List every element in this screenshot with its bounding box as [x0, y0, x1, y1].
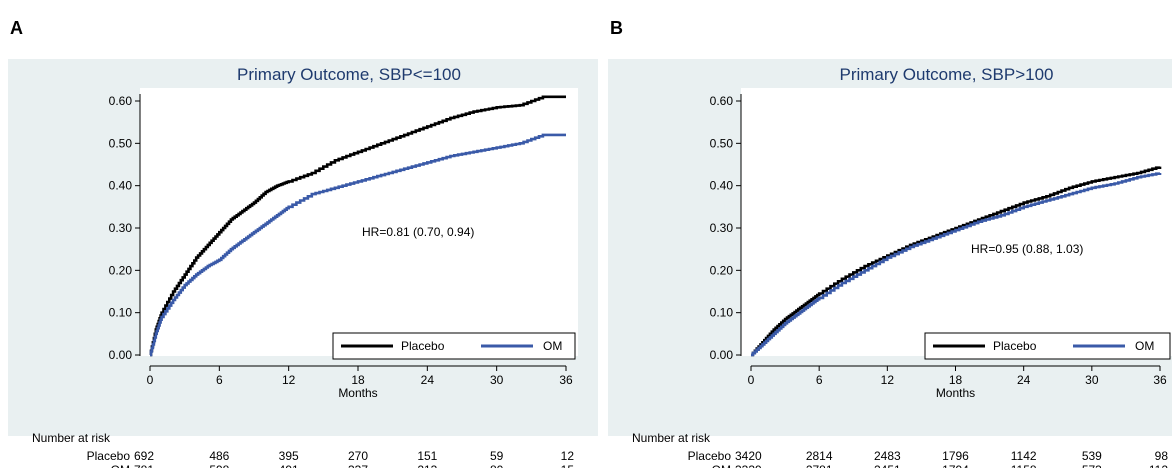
risk-value: 2781: [806, 463, 833, 468]
legend-box: [924, 332, 1171, 360]
x-tick-label: 18: [949, 373, 963, 387]
y-tick-label: 0.00: [710, 348, 734, 362]
y-tick-label: 0.30: [710, 221, 734, 235]
risk-value: 486: [209, 449, 229, 463]
series-line-om: [149, 133, 566, 357]
risk-value: 213: [417, 463, 437, 468]
legend-label-om: OM: [1135, 339, 1154, 353]
risk-value: 98: [1155, 449, 1169, 463]
x-tick-label: 24: [1017, 373, 1031, 387]
risk-value: 598: [209, 463, 229, 468]
risk-row-label-placebo: Placebo: [87, 449, 131, 463]
legend-label-placebo: Placebo: [401, 339, 445, 353]
risk-value: 1158: [1011, 463, 1037, 468]
plot-area: [741, 88, 1172, 356]
x-tick-label: 12: [282, 373, 296, 387]
risk-value: 395: [279, 449, 299, 463]
risk-value: 151: [417, 449, 437, 463]
legend: Placebo OM: [924, 332, 1171, 360]
risk-row-label-om: OM: [111, 463, 130, 468]
x-tick-label: 6: [816, 373, 823, 387]
risk-value: 12: [561, 449, 575, 463]
x-tick-label: 12: [881, 373, 895, 387]
x-tick-label: 24: [421, 373, 435, 387]
y-tick-label: 0.50: [109, 136, 133, 150]
risk-value: 1142: [1011, 449, 1037, 463]
series-line-placebo: [149, 95, 566, 357]
y-tick-label: 0.20: [710, 263, 734, 277]
risk-value: 3420: [735, 449, 762, 463]
x-tick-label: 0: [147, 373, 154, 387]
y-tick-label: 0.60: [710, 94, 734, 108]
series-line-om: [751, 172, 1162, 357]
y-tick-label: 0.50: [710, 136, 734, 150]
risk-value: 692: [134, 449, 154, 463]
y-tick-label: 0.10: [710, 306, 734, 320]
x-tick-label: 30: [1085, 373, 1099, 387]
risk-value: 573: [1082, 463, 1102, 468]
risk-value: 80: [490, 463, 504, 468]
risk-value: 781: [134, 463, 154, 468]
risk-table-header: Number at risk: [632, 431, 711, 445]
y-tick-label: 0.10: [109, 306, 133, 320]
y-tick-label: 0.00: [109, 348, 133, 362]
risk-value: 1796: [942, 449, 969, 463]
risk-value: 491: [279, 463, 299, 468]
risk-value: 59: [490, 449, 504, 463]
y-tick-label: 0.40: [109, 179, 133, 193]
risk-value: 15: [561, 463, 575, 468]
legend-label-placebo: Placebo: [993, 339, 1037, 353]
x-tick-label: 30: [490, 373, 504, 387]
risk-value: 2483: [874, 449, 901, 463]
y-tick-label: 0.30: [109, 221, 133, 235]
panel-a: A Primary Outcome, SBP<=100 0.00 0.10 0.20 0.…: [8, 18, 598, 468]
y-tick-label: 0.20: [109, 263, 133, 277]
risk-row-label-om: OM: [712, 463, 731, 468]
chart-title: Primary Outcome, SBP>100: [839, 65, 1053, 84]
risk-value: 1794: [942, 463, 969, 468]
risk-value: 112: [1149, 463, 1168, 468]
x-axis-label: Months: [936, 386, 975, 400]
risk-row-label-placebo: Placebo: [688, 449, 732, 463]
plot-area: [140, 88, 578, 356]
x-tick-label: 0: [748, 373, 755, 387]
x-tick-label: 36: [1153, 373, 1167, 387]
risk-value: 539: [1082, 449, 1102, 463]
x-axis-label: Months: [338, 386, 377, 400]
risk-value: 3339: [735, 463, 762, 468]
y-tick-label: 0.60: [109, 94, 133, 108]
x-tick-label: 6: [216, 373, 223, 387]
panel-label: A: [10, 18, 23, 38]
risk-table-header: Number at risk: [32, 431, 111, 445]
x-tick-label: 36: [559, 373, 573, 387]
risk-value: 2814: [806, 449, 833, 463]
panel-b: B Primary Outcome, SBP>100 0.00 0.10 0.20 0.3…: [608, 18, 1172, 468]
risk-value: 270: [348, 449, 368, 463]
hr-annotation: HR=0.95 (0.88, 1.03): [971, 242, 1083, 256]
y-tick-label: 0.40: [710, 179, 734, 193]
x-tick-label: 18: [351, 373, 365, 387]
panel-label: B: [610, 18, 623, 38]
hr-annotation: HR=0.81 (0.70, 0.94): [362, 225, 474, 239]
risk-value: 337: [348, 463, 368, 468]
series-line-placebo: [751, 166, 1162, 357]
risk-value: 2451: [874, 463, 901, 468]
legend-label-om: OM: [543, 339, 562, 353]
legend: Placebo OM: [332, 332, 576, 360]
chart-title: Primary Outcome, SBP<=100: [237, 65, 461, 84]
